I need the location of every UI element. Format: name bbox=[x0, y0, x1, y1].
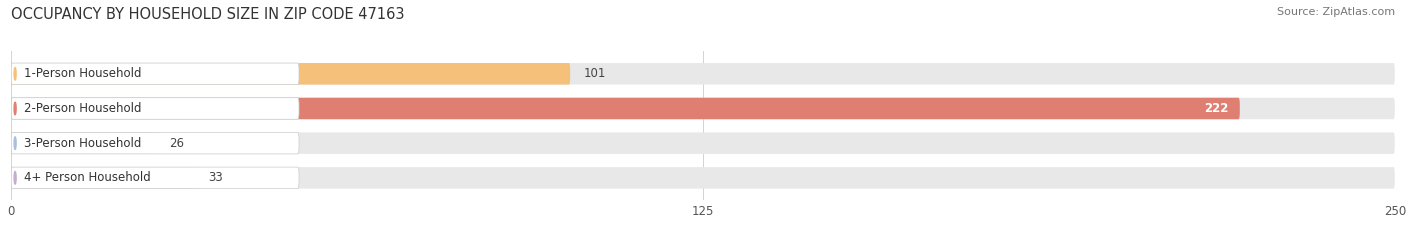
Text: 3-Person Household: 3-Person Household bbox=[24, 137, 142, 150]
FancyBboxPatch shape bbox=[11, 132, 1395, 154]
Text: 33: 33 bbox=[208, 171, 222, 184]
FancyBboxPatch shape bbox=[11, 132, 299, 154]
Circle shape bbox=[14, 171, 15, 184]
Circle shape bbox=[14, 102, 15, 115]
FancyBboxPatch shape bbox=[11, 98, 1240, 119]
FancyBboxPatch shape bbox=[11, 98, 299, 119]
Text: 101: 101 bbox=[583, 67, 606, 80]
Circle shape bbox=[14, 137, 15, 149]
Text: 222: 222 bbox=[1205, 102, 1229, 115]
Text: 2-Person Household: 2-Person Household bbox=[24, 102, 142, 115]
FancyBboxPatch shape bbox=[11, 63, 299, 85]
FancyBboxPatch shape bbox=[11, 167, 1395, 188]
FancyBboxPatch shape bbox=[11, 167, 194, 188]
FancyBboxPatch shape bbox=[11, 63, 571, 85]
Circle shape bbox=[14, 68, 15, 80]
Text: 1-Person Household: 1-Person Household bbox=[24, 67, 142, 80]
Text: Source: ZipAtlas.com: Source: ZipAtlas.com bbox=[1277, 7, 1395, 17]
FancyBboxPatch shape bbox=[11, 63, 1395, 85]
Text: OCCUPANCY BY HOUSEHOLD SIZE IN ZIP CODE 47163: OCCUPANCY BY HOUSEHOLD SIZE IN ZIP CODE … bbox=[11, 7, 405, 22]
FancyBboxPatch shape bbox=[11, 132, 155, 154]
Text: 4+ Person Household: 4+ Person Household bbox=[24, 171, 152, 184]
FancyBboxPatch shape bbox=[11, 98, 1395, 119]
Text: 26: 26 bbox=[169, 137, 184, 150]
FancyBboxPatch shape bbox=[11, 167, 299, 188]
